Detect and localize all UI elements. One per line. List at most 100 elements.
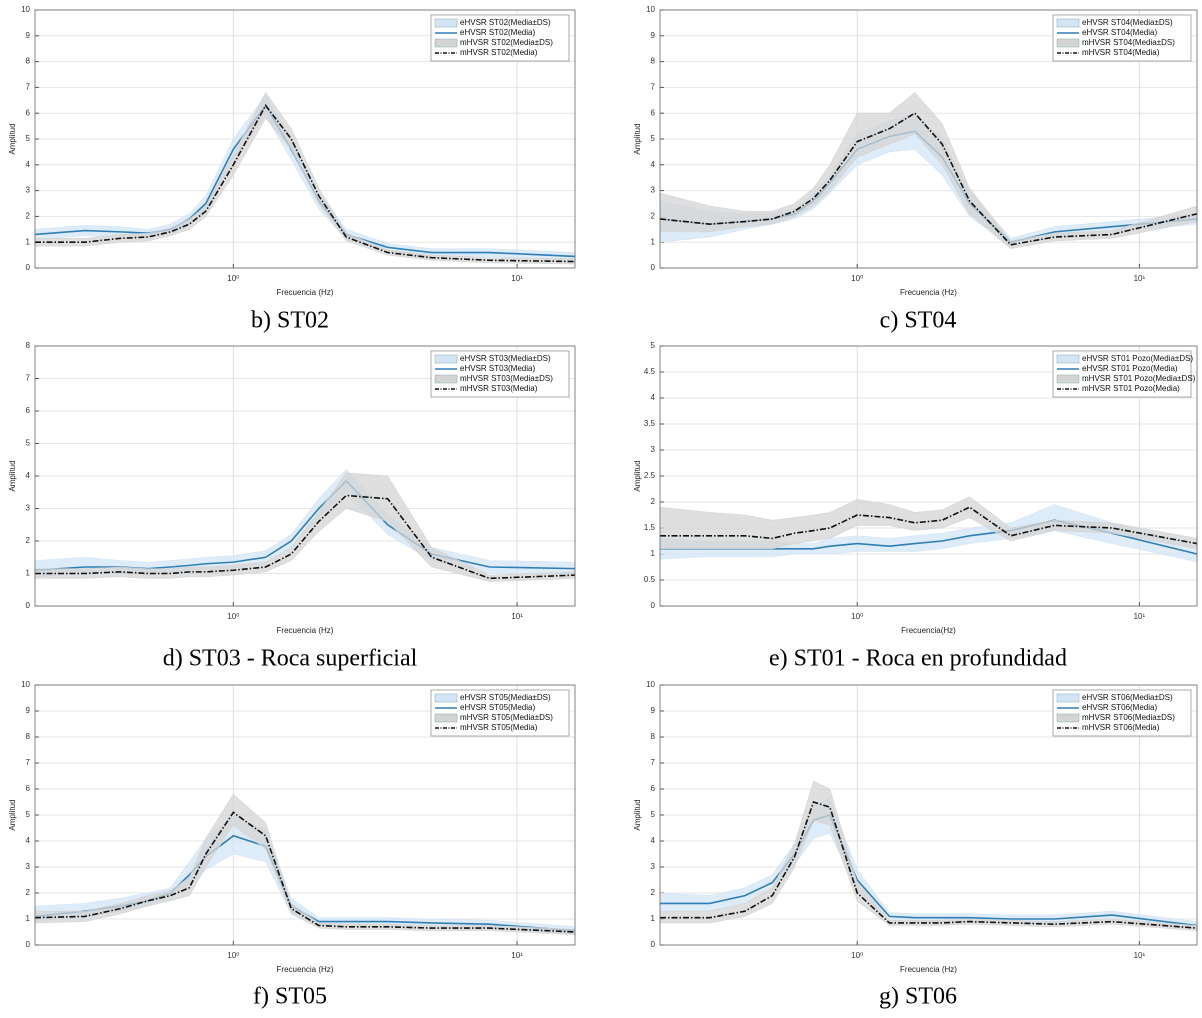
y-axis-label: Amplitud: [8, 799, 17, 830]
legend-label: mHVSR ST02(Media±DS): [460, 38, 553, 47]
legend-label: eHVSR ST01 Pozo(Media): [1082, 364, 1178, 373]
x-tick-label: 10¹: [511, 274, 523, 283]
x-axis-label: Frecuencia (Hz): [277, 965, 334, 974]
y-tick-label: 0: [651, 263, 656, 272]
legend-swatch: [1056, 713, 1080, 723]
line: [660, 814, 1198, 927]
y-tick-label: 4: [26, 471, 31, 480]
y-tick-label: 6: [26, 108, 31, 117]
y-tick-label: 8: [651, 732, 656, 741]
y-axis-label: Amplitud: [633, 799, 642, 830]
y-tick-label: 10: [646, 680, 655, 689]
y-tick-label: 3: [26, 862, 31, 871]
x-tick-label: 10⁰: [227, 274, 239, 283]
axes-frame: [34, 9, 576, 269]
y-tick-label: 0.5: [644, 575, 656, 584]
y-tick-label: 10: [646, 5, 655, 14]
x-tick-label: 10¹: [1134, 274, 1146, 283]
legend-label: mHVSR ST02(Media): [460, 48, 538, 57]
y-tick-label: 7: [26, 83, 31, 92]
legend-swatch: [434, 354, 458, 364]
legend-label: eHVSR ST03(Media): [460, 364, 535, 373]
legend-label: eHVSR ST01 Pozo(Media±DS): [1082, 354, 1193, 363]
legend-label: eHVSR ST04(Media): [1082, 28, 1157, 37]
panel: 0 1 2 3 4 5 6 7 8 9 10 10⁰ 10¹ eHVSR ST05(Media±DS)eH…: [8, 680, 576, 1010]
y-tick-label: 6: [26, 784, 31, 793]
y-tick-label: 3: [26, 186, 31, 195]
legend-swatch: [434, 713, 458, 723]
x-tick-label: 10¹: [1134, 951, 1146, 960]
panel: 0 1 2 3 4 5 6 7 8 10⁰ 10¹ eHVSR ST03(Media±DS)eHVSR…: [8, 341, 576, 672]
legend-label: mHVSR ST06(Media): [1082, 723, 1160, 732]
y-axis-label: Amplitud: [633, 123, 642, 154]
line: [35, 494, 576, 580]
y-tick-label: 10: [21, 5, 30, 14]
y-tick-label: 2: [26, 536, 31, 545]
y-tick-label: 1: [26, 237, 31, 246]
y-axis-label: Amplitud: [8, 123, 17, 154]
legend-label: eHVSR ST03(Media±DS): [460, 354, 551, 363]
y-tick-label: 7: [651, 83, 656, 92]
legend-label: mHVSR ST06(Media±DS): [1082, 713, 1175, 722]
y-tick-label: 5: [26, 810, 31, 819]
line: [660, 801, 1198, 929]
y-tick-label: 1: [26, 914, 31, 923]
x-tick-label: 10¹: [511, 951, 523, 960]
y-tick-label: 7: [651, 758, 656, 767]
y-tick-label: 5: [651, 810, 656, 819]
y-tick-label: 8: [26, 57, 31, 66]
y-tick-label: 7: [26, 374, 31, 383]
y-tick-label: 8: [26, 732, 31, 741]
y-tick-label: 0: [26, 263, 31, 272]
y-tick-label: 1: [26, 569, 31, 578]
legend-label: mHVSR ST01 Pozo(Media±DS): [1082, 374, 1196, 383]
y-tick-label: 0: [26, 940, 31, 949]
legend-label: mHVSR ST04(Media): [1082, 48, 1160, 57]
legend-label: mHVSR ST04(Media±DS): [1082, 38, 1175, 47]
x-tick-label: 10⁰: [851, 612, 863, 621]
legend-swatch: [1056, 693, 1080, 703]
x-axis-label: Frecuencia (Hz): [277, 288, 334, 297]
y-tick-label: 9: [651, 31, 656, 40]
y-tick-label: 3: [651, 862, 656, 871]
axes-frame: [659, 684, 1198, 946]
caption: g) ST06: [879, 984, 957, 1010]
panel: 0 1 2 3 4 5 6 7 8 9 10 10⁰ 10¹ eHVSR ST06(Media±DS)eH…: [633, 680, 1198, 1010]
y-tick-label: 7: [26, 758, 31, 767]
y-tick-label: 9: [26, 31, 31, 40]
x-axis-label: Frecuencia(Hz): [901, 626, 956, 635]
y-tick-label: 3.5: [644, 419, 656, 428]
y-tick-label: 2: [26, 212, 31, 221]
y-tick-label: 5: [26, 439, 31, 448]
legend-swatch: [434, 38, 458, 48]
y-tick-label: 0: [26, 601, 31, 610]
caption: d) ST03 - Roca superficial: [163, 646, 418, 672]
legend-label: eHVSR ST05(Media±DS): [460, 693, 551, 702]
legend-label: eHVSR ST02(Media): [460, 28, 535, 37]
caption: c) ST04: [880, 308, 957, 334]
y-tick-label: 4: [26, 836, 31, 845]
axes-frame: [659, 9, 1198, 269]
x-tick-label: 10¹: [511, 612, 523, 621]
x-tick-label: 10⁰: [851, 951, 863, 960]
y-tick-label: 10: [21, 680, 30, 689]
legend-label: eHVSR ST05(Media): [460, 703, 535, 712]
y-tick-label: 9: [651, 706, 656, 715]
caption: f) ST05: [253, 984, 327, 1010]
legend-swatch: [1056, 38, 1080, 48]
y-tick-label: 2: [651, 497, 656, 506]
caption: b) ST02: [251, 308, 329, 334]
legend-label: eHVSR ST06(Media): [1082, 703, 1157, 712]
legend-swatch: [1056, 18, 1080, 28]
x-axis-label: Frecuencia (Hz): [900, 288, 957, 297]
y-tick-label: 6: [651, 108, 656, 117]
y-axis-label: Amplitud: [633, 460, 642, 491]
x-axis-label: Frecuencia (Hz): [277, 626, 334, 635]
y-tick-label: 5: [651, 134, 656, 143]
y-tick-label: 2: [651, 888, 656, 897]
y-tick-label: 1.5: [644, 523, 656, 532]
y-tick-label: 4: [651, 160, 656, 169]
y-tick-label: 1: [651, 914, 656, 923]
y-tick-label: 5: [651, 341, 656, 350]
